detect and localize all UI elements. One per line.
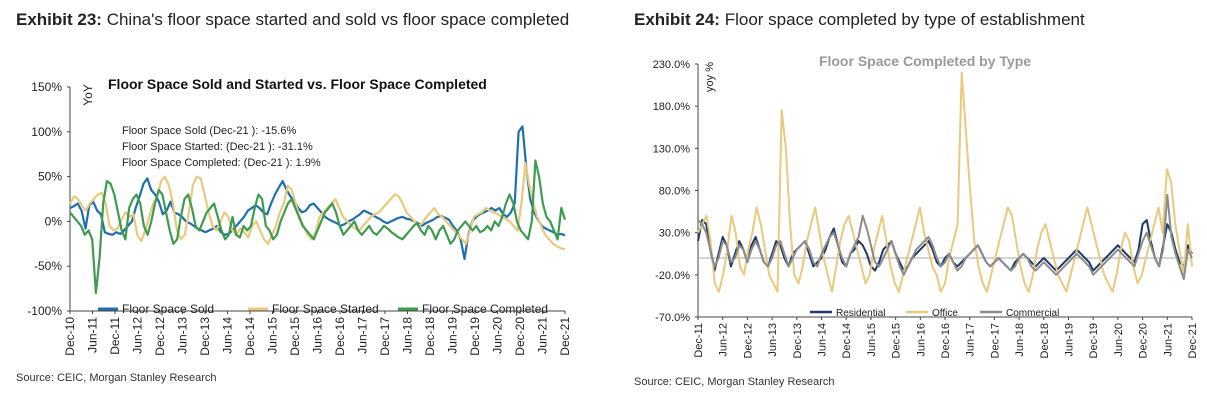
x-tick-label: Dec-18 — [423, 317, 437, 356]
exhibit-23-number: Exhibit 23: — [16, 10, 102, 29]
y-tick-label: -100% — [27, 304, 62, 318]
x-tick-label: Jun-14 — [817, 323, 829, 357]
chart-floor-space-sold-started: 150% 100% 50% 0% -50% -100%Dec-10 Jun-11 Dec-11… — [27, 76, 572, 356]
chart-title: Floor Space Sold and Started vs. Floor S… — [108, 76, 487, 92]
x-tick-label: Jun-20 — [1113, 323, 1125, 357]
annotation: Floor Space Completed: (Dec-21 ): 1.9% — [122, 157, 321, 169]
chart-title: Floor Space Completed by Type — [819, 53, 1031, 69]
y-tick-label: -20.0% — [655, 270, 690, 282]
x-tick-label: Jun-21 — [1162, 323, 1174, 357]
y-tick-label: 30.0% — [659, 228, 690, 240]
y-tick-label: -70.0% — [655, 312, 690, 324]
x-tick-label: Dec-18 — [1039, 323, 1051, 358]
series-line-floor-space-started — [69, 162, 566, 251]
y-axis-label: yoy % — [704, 62, 716, 92]
x-tick-label: Jun-14 — [221, 317, 235, 354]
x-tick-label: Jun-16 — [915, 323, 927, 357]
annotation: Floor Space Started: (Dec-21 ): -31.1% — [122, 141, 313, 153]
x-tick-label: Dec-11 — [693, 323, 705, 358]
exhibit-23-source: Source: CEIC, Morgan Stanley Research — [16, 372, 217, 384]
x-tick-label: Jun-20 — [491, 317, 505, 354]
x-tick-label: Jun-13 — [767, 323, 779, 357]
x-tick-label: Jun-15 — [266, 317, 280, 354]
x-tick-label: Dec-19 — [1088, 323, 1100, 358]
x-tick-label: Dec-17 — [989, 323, 1001, 358]
y-tick-label: -50% — [34, 259, 62, 273]
legend-label-office: Office — [932, 308, 958, 319]
x-tick-label: Jun-13 — [176, 317, 190, 354]
x-tick-label: Dec-16 — [940, 323, 952, 358]
y-axis-label: YoY — [81, 84, 95, 106]
series-line-office — [697, 71, 1193, 293]
legend-label-floor-space-completed: Floor Space Completed — [422, 302, 548, 316]
x-tick-label: Dec-15 — [288, 317, 302, 356]
x-tick-label: Jun-12 — [718, 323, 730, 357]
x-tick-label: Dec-16 — [333, 317, 347, 356]
exhibit-23: Exhibit 23: China's floor space started … — [16, 0, 576, 31]
x-tick-label: Dec-17 — [378, 317, 392, 356]
x-tick-label: Dec-21 — [558, 317, 572, 356]
y-tick-label: 100% — [31, 125, 62, 139]
annotation: Floor Space Sold (Dec-21 ): -15.6% — [122, 125, 296, 137]
y-tick-label: 230.0% — [653, 59, 691, 71]
x-tick-label: Dec-10 — [63, 317, 77, 356]
x-tick-label: Jun-19 — [1064, 323, 1076, 357]
y-tick-label: 0% — [45, 214, 63, 228]
y-tick-label: 180.0% — [653, 101, 691, 113]
series-line-residential — [697, 219, 1193, 272]
y-tick-label: 80.0% — [659, 186, 690, 198]
x-tick-label: Jun-19 — [446, 317, 460, 354]
exhibit-24-number: Exhibit 24: — [634, 10, 720, 29]
y-tick-label: 50% — [38, 170, 62, 184]
legend-label-floor-space-sold: Floor Space Sold — [122, 302, 214, 316]
x-tick-label: Dec-19 — [468, 317, 482, 356]
series-line-commercial — [697, 193, 1193, 281]
y-tick-label: 150% — [31, 80, 62, 94]
exhibit-24: Exhibit 24: Floor space completed by typ… — [634, 0, 1204, 31]
x-tick-label: Dec-13 — [792, 323, 804, 358]
legend-label-floor-space-started: Floor Space Started — [272, 302, 379, 316]
exhibit-23-title-text: China's floor space started and sold vs … — [106, 10, 570, 29]
x-tick-label: Dec-11 — [108, 317, 122, 355]
series-line-floor-space-completed — [69, 159, 567, 295]
x-tick-label: Jun-11 — [86, 317, 100, 353]
x-tick-label: Dec-12 — [153, 317, 167, 356]
x-tick-label: Jun-21 — [536, 317, 550, 354]
exhibit-24-source: Source: CEIC, Morgan Stanley Research — [634, 376, 835, 388]
x-tick-label: Dec-13 — [198, 317, 212, 356]
chart-floor-space-completed-by-type: 230.0% 180.0% 130.0% 80.0% 30.0% -20.0% -70.0%… — [653, 53, 1199, 358]
x-tick-label: Dec-14 — [243, 317, 257, 356]
x-tick-label: Jun-17 — [965, 323, 977, 357]
x-tick-label: Dec-20 — [513, 317, 527, 356]
legend-label-residential: Residential — [836, 308, 885, 319]
x-tick-label: Dec-12 — [742, 323, 754, 358]
exhibit-24-title: Exhibit 24: Floor space completed by typ… — [634, 8, 1204, 31]
legend-label-commercial: Commercial — [1006, 308, 1059, 319]
exhibit-23-title: Exhibit 23: China's floor space started … — [16, 8, 576, 31]
x-tick-label: Jun-16 — [311, 317, 325, 354]
x-tick-label: Jun-15 — [866, 323, 878, 357]
x-tick-label: Dec-14 — [841, 323, 853, 358]
x-tick-label: Jun-17 — [356, 317, 370, 354]
x-tick-label: Dec-21 — [1187, 323, 1199, 358]
exhibit-24-title-text: Floor space completed by type of establi… — [724, 10, 1085, 29]
x-tick-label: Jun-18 — [1014, 323, 1026, 357]
x-tick-label: Jun-18 — [401, 317, 415, 354]
y-tick-label: 130.0% — [653, 143, 691, 155]
x-tick-label: Dec-20 — [1138, 323, 1150, 358]
x-tick-label: Dec-15 — [891, 323, 903, 358]
x-tick-label: Jun-12 — [131, 317, 145, 354]
